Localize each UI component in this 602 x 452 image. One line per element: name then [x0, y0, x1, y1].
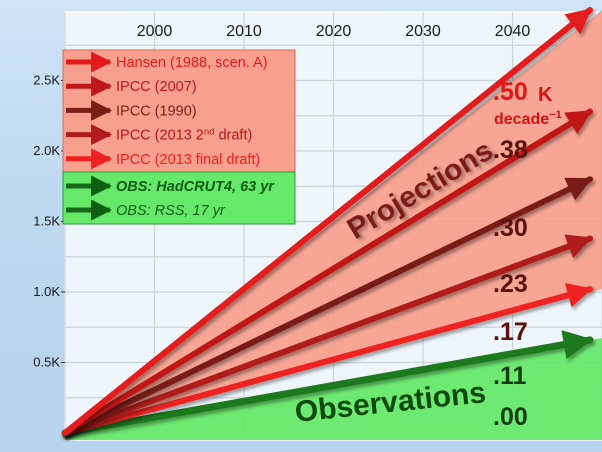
rate-label: .11 — [493, 362, 526, 390]
legend-label-text: IPCC (2007) — [116, 79, 197, 95]
series-arrow — [62, 283, 593, 436]
legend-label-text: IPCC (2013 2 — [116, 128, 204, 144]
x-tick-label: 2030 — [405, 23, 441, 40]
x-tick-label: 2040 — [495, 23, 531, 40]
rate-label: .30 — [493, 214, 528, 242]
y-tick-label: 2.5K — [33, 73, 60, 88]
legend-label: IPCC (2007) — [116, 79, 197, 95]
rate-label: .00 — [493, 403, 528, 431]
legend-label-text: IPCC (2013 final draft) — [116, 152, 260, 168]
series-arrow — [62, 234, 593, 436]
rate-label: .17 — [493, 318, 528, 346]
y-tick-label: 1.5K — [33, 214, 60, 229]
rate-unit-exp: −1 — [549, 109, 562, 121]
series-arrow — [62, 7, 593, 436]
legend-label-text: IPCC (1990) — [116, 103, 197, 119]
rate-label: .50 — [493, 78, 528, 106]
legend-label-tail: draft) — [214, 128, 252, 144]
legend-label: IPCC (2013 2nd draft) — [116, 127, 252, 144]
rate-unit-sub-text: decade — [494, 111, 549, 128]
legend-label: Hansen (1988, scen. A) — [116, 55, 268, 71]
legend-label: OBS: HadCRUT4, 63 yr — [116, 179, 275, 195]
rate-label: .23 — [493, 270, 528, 298]
legend-label-sup: nd — [204, 127, 215, 138]
legend: Hansen (1988, scen. A) IPCC (2007) IPCC (1… — [62, 49, 296, 225]
x-tick-label: 2020 — [316, 23, 352, 40]
y-tick-label: 0.5K — [33, 355, 60, 370]
rate-unit-sub: decade−1 — [494, 109, 562, 128]
series-arrow — [62, 108, 593, 436]
rate-label: .38 — [493, 136, 528, 164]
y-tick-label: 2.0K — [33, 143, 60, 158]
x-tick-label: 2010 — [226, 23, 262, 40]
y-tick-label: 1.0K — [33, 284, 60, 299]
legend-label: IPCC (1990) — [116, 103, 197, 119]
legend-label-text: Hansen (1988, scen. A) — [116, 55, 268, 71]
legend-label: IPCC (2013 final draft) — [116, 152, 260, 168]
rate-unit-label: K — [538, 84, 553, 106]
series-arrow — [61, 330, 594, 437]
series-arrow — [62, 176, 593, 436]
legend-label: OBS: RSS, 17 yr — [116, 203, 226, 219]
x-tick-label: 2000 — [137, 23, 173, 40]
